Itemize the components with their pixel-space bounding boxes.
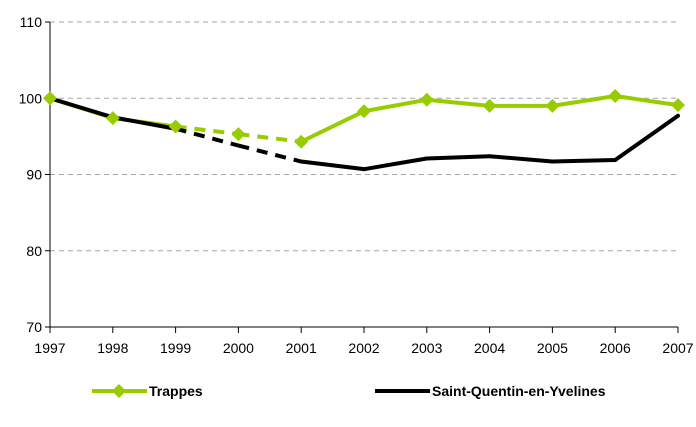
saint-quentin-en-yvelines-line-segment <box>299 159 366 172</box>
x-tick-label: 1998 <box>97 340 128 356</box>
legend-label-saint-quentin-en-yvelines: Saint-Quentin-en-Yvelines <box>432 383 606 399</box>
trappes-point <box>105 111 120 126</box>
x-tick-label: 2003 <box>411 340 442 356</box>
trappes-point <box>482 98 497 113</box>
x-tick-label: 2006 <box>600 340 631 356</box>
x-tick-label: 1999 <box>160 340 191 356</box>
legend-marker-trappes <box>112 384 126 398</box>
trappes-point <box>43 91 57 106</box>
saint-quentin-en-yvelines-line-segment <box>237 143 302 164</box>
trappes-point <box>545 98 560 113</box>
trappes-point <box>357 104 371 119</box>
legend-label-trappes: Trappes <box>149 383 203 399</box>
trappes-point <box>294 134 309 149</box>
saint-quentin-en-yvelines-line-segment <box>362 156 429 172</box>
trappes-line-segment <box>299 109 366 144</box>
grid-layer <box>50 21 678 252</box>
trappes-line-segment <box>613 93 680 108</box>
trappes-point <box>168 119 183 134</box>
trappes-line-segment <box>238 132 302 144</box>
x-tick-label: 2001 <box>286 340 317 356</box>
saint-quentin-en-yvelines-line-segment <box>48 96 115 120</box>
x-tick-label: 1997 <box>34 340 65 356</box>
trappes-point <box>231 127 246 142</box>
trappes-line-segment <box>424 97 492 108</box>
x-tick-label: 2007 <box>662 340 693 356</box>
trappes-point <box>419 92 434 107</box>
saint-quentin-en-yvelines-line-segment <box>613 113 680 163</box>
saint-quentin-en-yvelines-line-segment <box>424 154 492 161</box>
legend: Trappes Saint-Quentin-en-Yvelines <box>92 383 606 399</box>
trappes-line-segment <box>175 124 239 137</box>
saint-quentin-en-yvelines-line-segment <box>487 154 555 164</box>
x-tick-label: 2005 <box>537 340 568 356</box>
x-tick-label: 2000 <box>223 340 254 356</box>
x-tick-label: 2004 <box>474 340 505 356</box>
trappes-point <box>671 98 685 113</box>
y-tick-label: 90 <box>26 167 42 183</box>
y-tick-label: 70 <box>26 319 42 335</box>
trappes-point <box>608 88 623 103</box>
y-tick-label: 100 <box>19 90 43 106</box>
saint-quentin-en-yvelines-line-segment <box>175 126 239 148</box>
series-layer <box>43 88 685 172</box>
axis-layer: 70 80 90 100 110 1997 1998 1999 2000 2001 2002 2003… <box>19 14 694 356</box>
x-tick-label: 2002 <box>348 340 379 356</box>
trappes-line-segment <box>362 97 429 114</box>
y-tick-label: 110 <box>20 14 43 30</box>
y-tick-label: 80 <box>26 243 42 259</box>
trappes-line-segment <box>550 93 618 108</box>
saint-quentin-en-yvelines-line-segment <box>550 158 618 164</box>
saint-quentin-en-yvelines-line-segment <box>110 115 178 131</box>
